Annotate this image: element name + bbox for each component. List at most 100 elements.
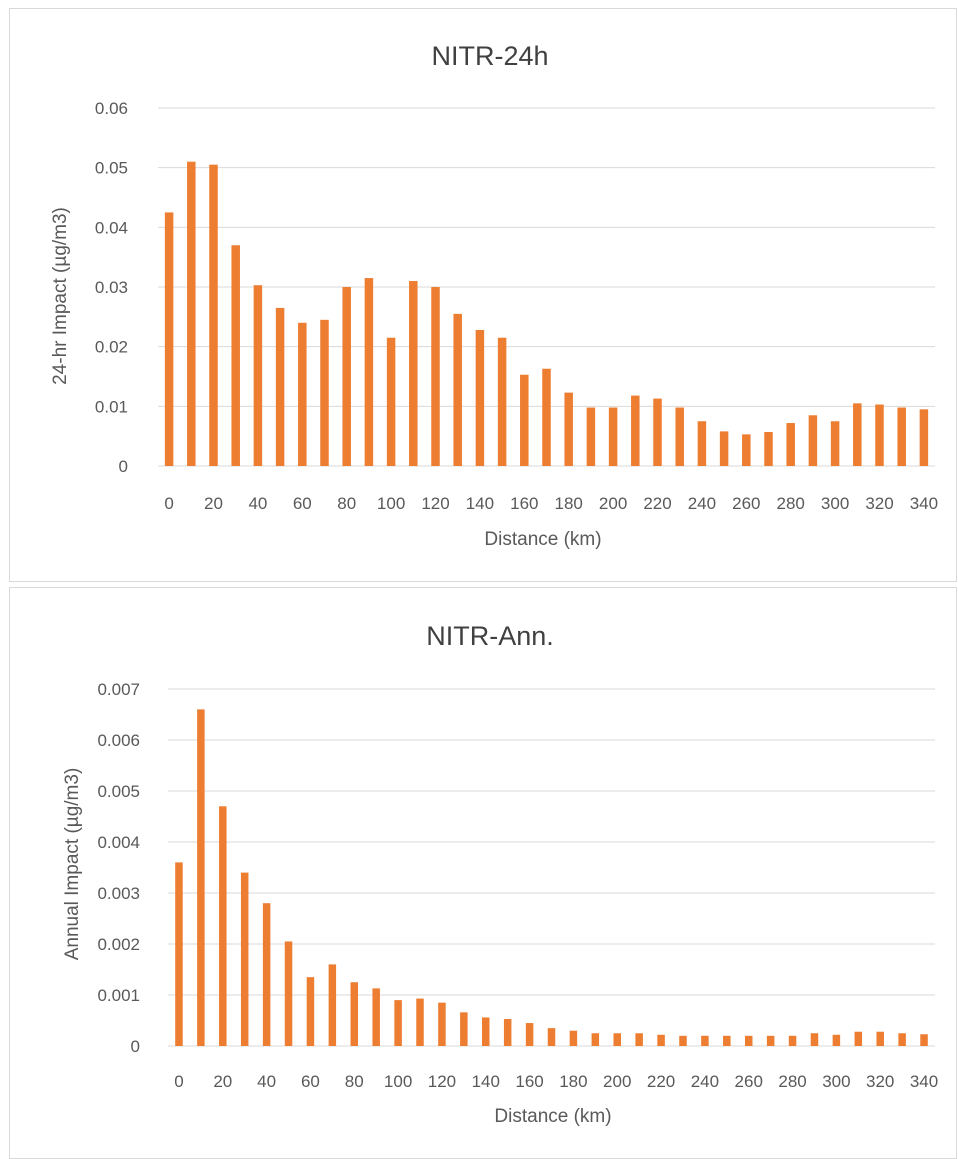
bar bbox=[810, 1033, 819, 1046]
gridlines bbox=[158, 107, 935, 467]
bar bbox=[386, 337, 396, 466]
bar bbox=[175, 862, 183, 1046]
x-axis-title: Distance (km) bbox=[494, 1106, 611, 1127]
bar bbox=[635, 1033, 643, 1046]
x-tick-label: 220 bbox=[643, 494, 671, 513]
y-tick-label: 0.003 bbox=[97, 884, 140, 903]
y-tick-label: 0.04 bbox=[95, 218, 128, 237]
x-tick-label: 60 bbox=[301, 1072, 320, 1091]
y-tick-label: 0.007 bbox=[97, 680, 140, 699]
bar bbox=[701, 1035, 709, 1046]
bar bbox=[679, 1035, 687, 1046]
y-tick-label: 0.06 bbox=[95, 99, 128, 118]
bar bbox=[497, 337, 507, 466]
bar bbox=[342, 287, 351, 466]
bar bbox=[920, 1034, 928, 1046]
chart-panel-24h: NITR-24h 0 0.01 0.02 0.03 0.04 0.05 0.06 0 20 40… bbox=[9, 8, 957, 582]
y-axis-title: 24-hr Impact (µg/m3) bbox=[50, 207, 71, 385]
x-tick-label: 40 bbox=[257, 1072, 276, 1091]
x-tick-label: 120 bbox=[421, 494, 449, 513]
x-tick-label: 20 bbox=[213, 1072, 232, 1091]
bars bbox=[164, 161, 929, 466]
bar bbox=[438, 1002, 446, 1046]
y-tick-labels: 0 0.01 0.02 0.03 0.04 0.05 0.06 bbox=[95, 99, 128, 476]
bar bbox=[786, 423, 795, 466]
bar bbox=[897, 407, 906, 466]
bar bbox=[394, 1000, 402, 1046]
x-tick-label: 20 bbox=[204, 494, 223, 513]
bar bbox=[187, 161, 196, 466]
x-tick-label: 180 bbox=[559, 1072, 587, 1091]
x-tick-label: 120 bbox=[428, 1072, 456, 1091]
x-tick-label: 60 bbox=[293, 494, 312, 513]
x-tick-label: 160 bbox=[510, 494, 538, 513]
x-tick-label: 140 bbox=[472, 1072, 500, 1091]
bar bbox=[197, 709, 205, 1046]
bar bbox=[409, 281, 418, 466]
y-tick-label: 0 bbox=[119, 457, 128, 476]
bar bbox=[460, 1012, 468, 1046]
x-tick-label: 320 bbox=[865, 494, 893, 513]
bar bbox=[675, 407, 684, 466]
bar bbox=[719, 431, 729, 466]
y-tick-label: 0.03 bbox=[95, 278, 128, 297]
bar bbox=[284, 941, 293, 1046]
x-tick-label: 200 bbox=[603, 1072, 631, 1091]
x-tick-label: 260 bbox=[732, 494, 760, 513]
bar bbox=[608, 407, 618, 466]
bar bbox=[564, 392, 573, 466]
x-tick-label: 100 bbox=[384, 1072, 412, 1091]
bar bbox=[320, 319, 329, 466]
x-tick-label: 180 bbox=[555, 494, 583, 513]
chart-title: NITR-Ann. bbox=[426, 621, 554, 651]
x-tick-label: 280 bbox=[778, 1072, 806, 1091]
bar bbox=[547, 1028, 556, 1046]
bar bbox=[586, 407, 596, 466]
x-tick-label: 40 bbox=[248, 494, 267, 513]
bar bbox=[431, 287, 440, 466]
y-axis-title: Annual Impact (µg/m3) bbox=[62, 768, 83, 961]
y-tick-label: 0.05 bbox=[95, 159, 128, 178]
x-tick-labels: 0 20 40 60 80 100 120 140 160 180 200 220 240 260 280 3… bbox=[174, 1072, 938, 1091]
bar bbox=[764, 431, 773, 466]
bar bbox=[475, 329, 485, 466]
x-tick-label: 280 bbox=[777, 494, 805, 513]
chart-annual: NITR-Ann. 0 0.001 0.002 0.003 0.004 0.005 0.00… bbox=[62, 621, 938, 1127]
y-tick-label: 0.005 bbox=[97, 782, 140, 801]
y-tick-label: 0.001 bbox=[97, 986, 140, 1005]
bar bbox=[372, 988, 380, 1046]
bar bbox=[253, 285, 263, 466]
x-tick-label: 0 bbox=[164, 494, 173, 513]
bar bbox=[657, 1034, 665, 1046]
bar bbox=[231, 245, 240, 466]
chart-panel-annual: NITR-Ann. 0 0.001 0.002 0.003 0.004 0.005 0.00… bbox=[9, 587, 957, 1159]
bars bbox=[175, 709, 928, 1046]
x-tick-label: 100 bbox=[377, 494, 405, 513]
bar bbox=[697, 421, 707, 466]
bar bbox=[631, 395, 640, 466]
bar bbox=[875, 404, 884, 466]
x-tick-label: 240 bbox=[688, 494, 716, 513]
x-tick-label: 240 bbox=[691, 1072, 719, 1091]
x-tick-label: 0 bbox=[174, 1072, 183, 1091]
x-tick-label: 140 bbox=[466, 494, 494, 513]
x-tick-labels: 0 20 40 60 80 100 120 140 160 180 200 220 240 260 280 3… bbox=[164, 494, 938, 513]
x-axis-title: Distance (km) bbox=[484, 529, 601, 550]
bar bbox=[453, 313, 462, 466]
y-tick-label: 0.006 bbox=[97, 731, 140, 750]
y-tick-label: 0.01 bbox=[95, 397, 128, 416]
y-tick-label: 0.004 bbox=[97, 833, 140, 852]
bar bbox=[542, 368, 551, 466]
y-tick-label: 0 bbox=[131, 1037, 140, 1056]
bar bbox=[209, 164, 218, 466]
bar bbox=[766, 1035, 775, 1046]
x-tick-label: 220 bbox=[647, 1072, 675, 1091]
bar bbox=[482, 1017, 490, 1046]
x-tick-label: 300 bbox=[822, 1072, 850, 1091]
bar bbox=[830, 421, 840, 466]
bar bbox=[613, 1033, 621, 1046]
bar bbox=[653, 398, 662, 466]
bar bbox=[350, 982, 359, 1046]
bar bbox=[876, 1031, 884, 1046]
bar bbox=[808, 415, 818, 466]
